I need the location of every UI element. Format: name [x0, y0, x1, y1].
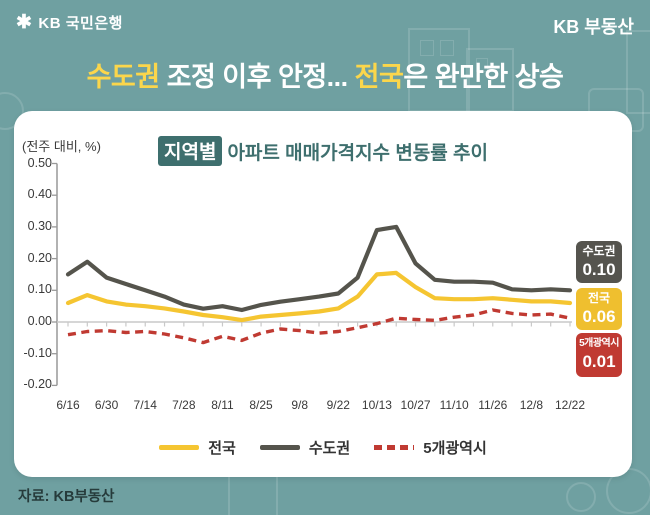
- page-title: 수도권 조정 이후 안정... 전국은 완만한 상승: [0, 55, 650, 94]
- x-tick-label: 10/13: [361, 398, 392, 412]
- building-window-decoration: [440, 40, 454, 56]
- y-tick-label: -0.20: [23, 377, 53, 392]
- callout-전국: 전국 0.06: [576, 288, 622, 330]
- callout-series-name: 수도권: [582, 243, 616, 258]
- series-line-5개광역시: [67, 308, 571, 345]
- chart-title-text: 아파트 매매가격지수 변동률 추이: [227, 142, 488, 164]
- legend-item-전국: 전국: [159, 437, 236, 458]
- chart-card: (전주 대비, %) 지역별 아파트 매매가격지수 변동률 추이 0.50 0.4…: [14, 111, 632, 477]
- x-tick-label: 11/10: [439, 398, 469, 412]
- legend-swatch: [159, 445, 200, 450]
- y-tick-label: 0.30: [27, 218, 52, 233]
- callout-수도권: 수도권 0.10: [576, 241, 622, 283]
- source-note: 자료: KB부동산: [18, 489, 115, 505]
- headline-text: 은 완만한 상승: [403, 62, 564, 92]
- y-tick-label: 0.40: [27, 187, 52, 202]
- callout-value: 0.06: [582, 306, 616, 326]
- callout-series-name: 전국: [587, 290, 611, 305]
- legend-item-수도권: 수도권: [259, 437, 351, 458]
- kb-bank-logo: ✱ KB 국민은행: [16, 12, 123, 33]
- line-chart-plot: [52, 162, 573, 387]
- x-tick-label: 7/14: [133, 398, 157, 412]
- kb-star-logo-icon: ✱: [16, 12, 33, 33]
- kb-bank-logo-text: KB 국민은행: [38, 15, 123, 32]
- tower-outline-decoration: [626, 30, 650, 114]
- headline-accent-sudogwon: 수도권: [86, 62, 161, 92]
- x-tick-label: 8/11: [211, 398, 234, 412]
- building-window-decoration: [476, 58, 488, 72]
- legend-label: 수도권: [308, 440, 351, 457]
- callout-value: 0.10: [582, 259, 616, 279]
- x-tick-label: 12/22: [554, 398, 586, 412]
- building-window-decoration: [420, 40, 434, 56]
- axis-unit-label: (전주 대비, %): [22, 139, 101, 154]
- headline-accent-jeonguk: 전국: [354, 62, 404, 92]
- kb-realestate-brand: KB 부동산: [553, 17, 634, 37]
- coin-outline-decoration: [566, 482, 596, 512]
- x-tick-label: 9/8: [291, 398, 309, 412]
- chart-title-badge: 지역별: [157, 136, 223, 166]
- x-tick-label: 8/25: [249, 398, 273, 412]
- callout-5개광역시: 5개광역시 0.01: [576, 333, 622, 377]
- building-outline-decoration: [228, 472, 278, 515]
- series-line-전국: [65, 270, 573, 323]
- x-tick-label: 12/8: [519, 398, 544, 412]
- series-line-수도권: [65, 224, 573, 313]
- x-tick-label: 6/16: [56, 398, 80, 412]
- chart-legend: 전국 수도권 5개광역시: [14, 437, 632, 458]
- x-tick-label: 10/27: [400, 398, 431, 412]
- y-tick-label: 0.10: [27, 282, 52, 297]
- x-tick-label: 6/30: [94, 398, 119, 412]
- x-tick-label: 7/28: [172, 398, 196, 412]
- legend-label: 5개광역시: [423, 440, 487, 457]
- x-tick-label: 9/22: [326, 398, 350, 412]
- headline-text: 조정 이후 안정...: [159, 62, 355, 92]
- callout-series-name: 5개광역시: [579, 338, 619, 350]
- y-tick-label: -0.10: [23, 345, 53, 360]
- legend-swatch: [374, 445, 415, 450]
- legend-swatch: [259, 445, 300, 450]
- callout-value: 0.01: [582, 351, 616, 371]
- y-tick-label: 0.20: [27, 250, 52, 265]
- x-tick-label: 11/26: [478, 398, 508, 412]
- chart-title: 지역별 아파트 매매가격지수 변동률 추이: [14, 136, 632, 166]
- legend-label: 전국: [208, 440, 236, 457]
- y-tick-label: 0.50: [27, 155, 52, 170]
- y-tick-label: 0.00: [27, 314, 52, 328]
- legend-item-5개광역시: 5개광역시: [374, 437, 487, 458]
